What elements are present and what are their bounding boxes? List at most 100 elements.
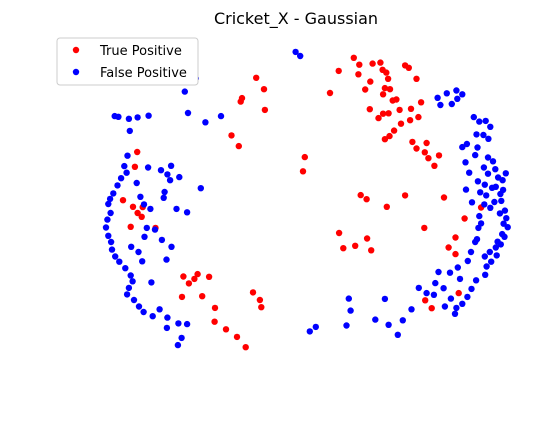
data-point: [217, 112, 225, 120]
data-point: [163, 324, 171, 332]
data-point: [211, 304, 219, 312]
data-point: [448, 100, 455, 108]
data-point: [464, 293, 471, 301]
data-point: [299, 168, 307, 175]
data-point: [455, 289, 462, 297]
data-point: [130, 296, 138, 304]
data-point: [399, 317, 406, 324]
data-point: [492, 244, 499, 251]
data-point: [437, 101, 444, 109]
data-point: [459, 91, 466, 98]
data-point: [499, 177, 506, 184]
data-point: [156, 306, 163, 313]
data-point: [389, 97, 396, 104]
data-point: [306, 328, 313, 335]
data-point: [110, 190, 117, 197]
data-point: [503, 215, 510, 222]
data-point: [386, 86, 394, 93]
data-point: [129, 203, 137, 210]
data-point: [140, 308, 147, 316]
data-point: [405, 64, 412, 72]
data-point: [413, 145, 420, 152]
data-point: [476, 212, 483, 220]
data-point: [397, 120, 405, 127]
data-point: [166, 177, 174, 184]
data-point: [161, 188, 168, 196]
data-point: [372, 316, 379, 323]
data-point: [451, 310, 459, 317]
data-point: [493, 252, 500, 259]
data-point: [125, 284, 133, 292]
data-point: [185, 280, 193, 287]
data-point: [459, 143, 466, 151]
data-point: [183, 320, 191, 328]
data-point: [106, 195, 114, 203]
data-point: [415, 113, 422, 121]
data-point: [415, 284, 422, 292]
data-point: [356, 61, 363, 68]
data-point: [176, 173, 183, 181]
data-point: [242, 344, 249, 351]
data-point: [194, 270, 201, 278]
series-false-positive: [102, 48, 511, 349]
data-point: [468, 285, 475, 293]
data-point: [462, 159, 469, 166]
data-point: [123, 291, 131, 298]
data-point: [105, 200, 112, 208]
data-point: [504, 224, 511, 231]
data-point: [473, 131, 480, 138]
data-point: [481, 181, 488, 188]
data-point: [453, 304, 460, 312]
data-point: [456, 275, 464, 283]
data-point: [446, 269, 454, 276]
data-point: [445, 244, 452, 251]
data-point: [115, 113, 122, 121]
data-point: [175, 320, 182, 327]
data-point: [366, 106, 373, 113]
data-point: [482, 117, 489, 125]
data-point: [141, 233, 148, 240]
data-point: [235, 142, 242, 150]
data-point: [128, 243, 135, 250]
data-point: [367, 78, 374, 85]
data-point: [297, 52, 304, 60]
data-point: [137, 193, 144, 200]
data-point: [145, 112, 152, 119]
data-point: [473, 236, 481, 243]
data-point: [408, 306, 415, 313]
data-point: [260, 86, 268, 93]
data-point: [481, 201, 488, 208]
data-point: [463, 140, 471, 148]
data-point: [345, 295, 352, 302]
data-point: [421, 224, 428, 232]
data-point: [127, 272, 134, 279]
data-point: [199, 293, 206, 300]
data-point: [119, 197, 127, 204]
data-point: [335, 229, 343, 237]
data-point: [477, 220, 485, 227]
data-point: [407, 105, 415, 113]
data-point: [178, 293, 186, 301]
data-point: [158, 236, 166, 244]
data-point: [431, 162, 438, 169]
data-point: [435, 152, 443, 159]
data-point: [502, 170, 509, 177]
data-point: [501, 207, 509, 214]
data-point: [138, 213, 145, 220]
data-point: [362, 86, 369, 93]
data-point: [357, 191, 364, 199]
data-point: [476, 118, 483, 125]
data-point: [312, 323, 319, 331]
data-point: [480, 131, 487, 139]
data-point: [114, 182, 121, 189]
data-point: [127, 223, 134, 230]
data-point: [491, 198, 498, 206]
data-point: [292, 48, 299, 56]
data-point: [135, 303, 143, 310]
data-point: [483, 263, 490, 270]
data-point: [183, 209, 191, 216]
data-point: [482, 271, 489, 278]
data-point: [135, 248, 142, 256]
data-point: [428, 305, 435, 312]
data-point: [233, 333, 241, 341]
